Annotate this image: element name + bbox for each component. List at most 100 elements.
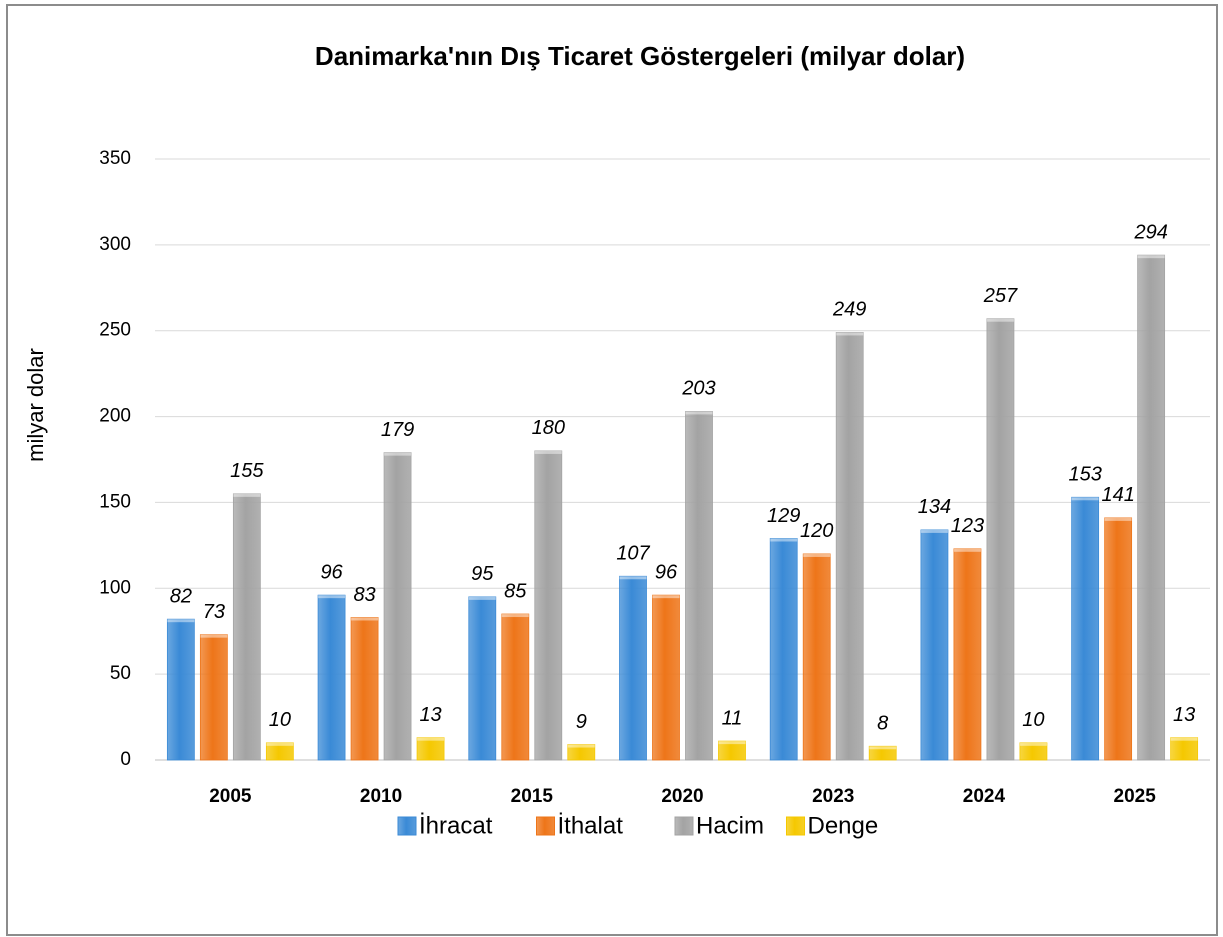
y-tick-label: 0 bbox=[120, 749, 131, 770]
bar-top bbox=[718, 741, 746, 745]
y-tick-label: 300 bbox=[99, 234, 131, 255]
bar-top bbox=[1071, 497, 1099, 501]
bar bbox=[769, 538, 798, 761]
y-tick-label: 200 bbox=[99, 406, 131, 427]
bar-top bbox=[1170, 737, 1198, 741]
bar bbox=[567, 744, 596, 761]
y-tick-label: 250 bbox=[99, 320, 131, 341]
bar bbox=[652, 594, 680, 761]
value-label: 153 bbox=[1068, 464, 1101, 486]
bar-top bbox=[1104, 517, 1132, 521]
bar-top bbox=[685, 411, 713, 415]
legend-swatch bbox=[674, 816, 694, 836]
bar-top bbox=[534, 450, 562, 454]
bar bbox=[953, 548, 982, 761]
legend-label: İhracat bbox=[419, 812, 493, 839]
bar-top bbox=[652, 595, 680, 599]
y-tick-label: 150 bbox=[99, 491, 131, 512]
x-tick-label: 2005 bbox=[209, 786, 252, 807]
bar bbox=[1071, 496, 1100, 761]
value-label: 95 bbox=[471, 563, 494, 585]
chart-title: Danimarka'nın Dış Ticaret Göstergeleri (… bbox=[315, 41, 965, 71]
bar-top bbox=[953, 548, 981, 552]
bar-top bbox=[233, 493, 261, 497]
legend-label: Hacim bbox=[696, 812, 764, 839]
bar-top bbox=[200, 634, 228, 638]
bar bbox=[718, 740, 746, 761]
value-label: 129 bbox=[767, 505, 800, 527]
bar bbox=[802, 553, 831, 761]
legend-swatch bbox=[536, 816, 555, 836]
x-tick-label: 2010 bbox=[360, 786, 402, 807]
value-label: 123 bbox=[951, 515, 984, 537]
bar bbox=[920, 529, 949, 761]
value-label: 134 bbox=[918, 496, 951, 518]
bar bbox=[986, 318, 1015, 761]
bar-top bbox=[384, 452, 412, 456]
value-label: 83 bbox=[353, 584, 375, 606]
bar bbox=[468, 596, 497, 761]
bar bbox=[265, 742, 294, 761]
x-tick-label: 2020 bbox=[661, 786, 703, 807]
value-label: 82 bbox=[170, 585, 192, 607]
value-label: 10 bbox=[1022, 709, 1044, 731]
bar bbox=[416, 737, 445, 761]
value-label: 73 bbox=[203, 601, 225, 623]
bar bbox=[383, 452, 412, 761]
bar-top bbox=[869, 746, 897, 750]
bar-top bbox=[619, 576, 647, 580]
bar bbox=[232, 493, 261, 761]
value-label: 180 bbox=[532, 417, 565, 439]
y-tick-label: 350 bbox=[99, 148, 131, 169]
x-tick-label: 2024 bbox=[963, 786, 1006, 807]
y-tick-label: 50 bbox=[110, 663, 131, 684]
bar-top bbox=[417, 737, 445, 741]
bar-top bbox=[920, 529, 948, 533]
bar bbox=[1170, 737, 1199, 761]
value-label: 13 bbox=[1173, 704, 1195, 726]
bar-top bbox=[167, 619, 195, 623]
bar-top bbox=[836, 332, 864, 336]
bar bbox=[350, 617, 379, 761]
value-label: 249 bbox=[832, 299, 866, 321]
value-label: 155 bbox=[230, 460, 264, 482]
bar bbox=[1137, 254, 1166, 761]
x-tick-label: 2025 bbox=[1114, 786, 1157, 807]
value-label: 179 bbox=[381, 419, 414, 441]
bar-top bbox=[770, 538, 798, 542]
x-tick-label: 2015 bbox=[511, 786, 554, 807]
value-label: 203 bbox=[681, 378, 715, 400]
value-label: 120 bbox=[800, 520, 833, 542]
value-label: 13 bbox=[419, 704, 441, 726]
bar-top bbox=[468, 596, 496, 600]
bar-top bbox=[1137, 255, 1165, 259]
bar-top bbox=[351, 617, 379, 621]
bar bbox=[1104, 517, 1133, 761]
value-label: 294 bbox=[1133, 221, 1167, 243]
bar-top bbox=[318, 595, 346, 599]
value-label: 96 bbox=[655, 561, 678, 583]
value-label: 141 bbox=[1101, 484, 1134, 506]
bar-top bbox=[501, 614, 529, 618]
bar-top bbox=[803, 553, 831, 557]
value-label: 85 bbox=[504, 580, 527, 602]
y-axis-label: milyar dolar bbox=[23, 348, 48, 462]
bar bbox=[199, 634, 228, 761]
legend-swatch bbox=[786, 816, 805, 836]
value-label: 107 bbox=[616, 543, 650, 565]
bar bbox=[501, 613, 530, 761]
bar bbox=[685, 411, 713, 761]
bar-top bbox=[986, 318, 1014, 322]
bar bbox=[868, 745, 897, 761]
legend-swatch bbox=[397, 816, 417, 836]
bar bbox=[166, 618, 195, 761]
value-label: 257 bbox=[983, 285, 1018, 307]
value-label: 10 bbox=[269, 709, 291, 731]
bar bbox=[619, 575, 647, 761]
value-label: 11 bbox=[722, 707, 743, 729]
value-label: 96 bbox=[320, 561, 343, 583]
bar-top bbox=[266, 742, 294, 746]
bar bbox=[835, 332, 864, 761]
value-label: 8 bbox=[877, 713, 888, 735]
